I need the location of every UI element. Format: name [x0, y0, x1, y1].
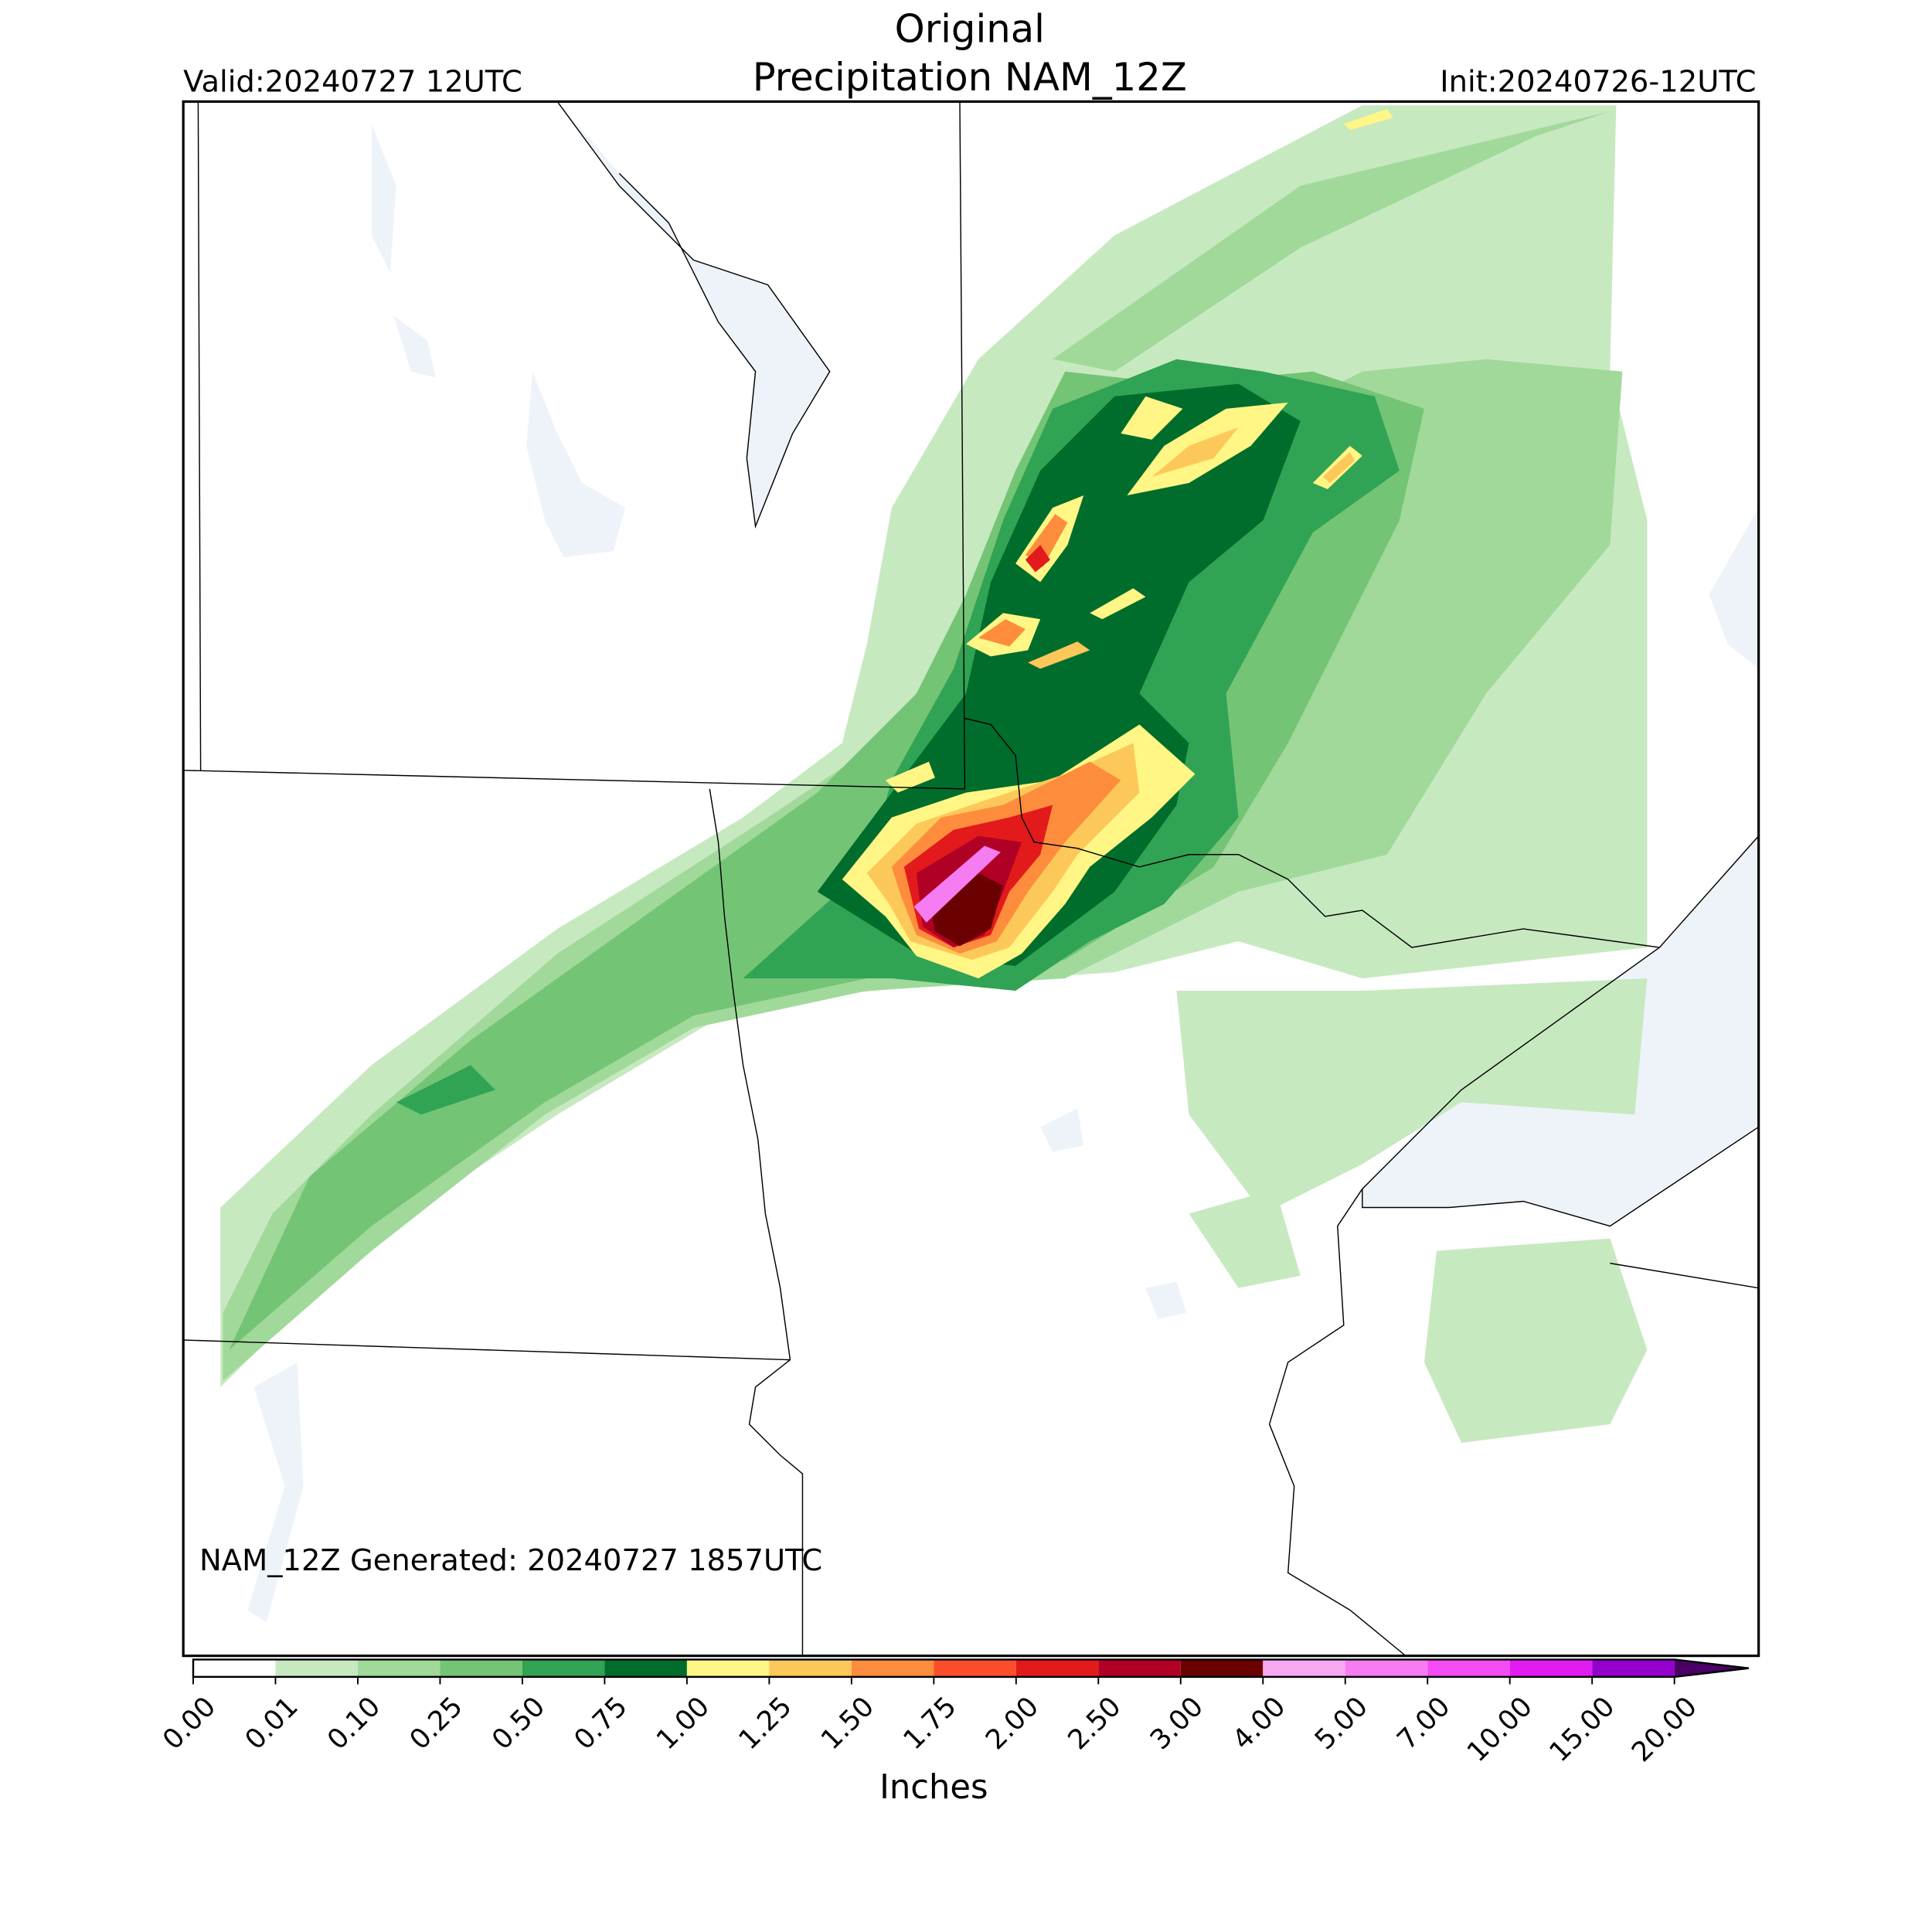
colorbar-segment	[275, 1659, 358, 1677]
colorbar-segment	[440, 1659, 522, 1677]
colorbar: 0.00 0.01 0.10 0.25 0.50 0.75 1.00 1.25 1.50 1.75…	[157, 1658, 1749, 1768]
colorbar-segment	[1345, 1659, 1428, 1677]
colorbar-segment	[686, 1659, 770, 1677]
colorbar-segment	[1427, 1659, 1510, 1677]
border	[1610, 1262, 1759, 1289]
colorbar-segment	[1180, 1659, 1264, 1677]
colorbar-tick-label: 5.00	[1309, 1691, 1374, 1756]
colorbar-tick-label: 7.00	[1391, 1691, 1456, 1756]
precip-area	[913, 845, 1001, 923]
lake-winnipeg	[557, 101, 830, 527]
colorbar-segment	[357, 1659, 440, 1677]
colorbar-segment	[851, 1659, 934, 1677]
borders	[183, 100, 1760, 1657]
river	[247, 1362, 304, 1623]
precip-area	[396, 1065, 496, 1115]
precip-cell	[1025, 545, 1050, 573]
precipitation	[220, 105, 1648, 1443]
map: NAM_12Z Generated: 20240727 1857UTC	[182, 100, 1760, 1658]
border	[183, 101, 966, 790]
colorbar-tick-label: 0.00	[157, 1691, 222, 1756]
subtitle: Precipitation NAM_12Z	[753, 55, 1187, 100]
precip-cell	[1028, 641, 1090, 669]
colorbar-tick-label: 3.00	[1145, 1691, 1209, 1756]
border	[709, 788, 804, 1656]
precip-cell	[885, 761, 935, 793]
colorbar-label: Inches	[879, 1768, 988, 1807]
colorbar-tick-label: 10.00	[1461, 1691, 1539, 1768]
lake	[393, 315, 437, 378]
map-frame	[182, 100, 1760, 1658]
precip-cell	[1343, 109, 1393, 131]
precip-cell	[1151, 427, 1239, 477]
precip-cell	[1090, 588, 1146, 620]
colorbar-segment	[769, 1659, 852, 1677]
colorbar-segment	[1015, 1659, 1099, 1677]
lakeshore	[556, 100, 831, 529]
colorbar-tick-label: 0.75	[568, 1691, 633, 1756]
lake-manitoba	[526, 371, 626, 558]
precip-area	[1176, 978, 1648, 1214]
precip-area	[931, 872, 1004, 947]
colorbar-tick-label: 1.50	[815, 1691, 880, 1756]
border	[1268, 1189, 1406, 1657]
precip-area	[1423, 1238, 1648, 1443]
precip-cell	[978, 619, 1026, 647]
generated-note: NAM_12Z Generated: 20240727 1857UTC	[199, 1543, 822, 1578]
init-time: Init:20240726-12UTC	[1440, 65, 1756, 100]
border	[1362, 947, 1760, 1227]
colorbar-segment	[1509, 1659, 1593, 1677]
colorbar-segment	[193, 1659, 276, 1677]
precip-cell	[1322, 451, 1355, 483]
lake	[1145, 1281, 1187, 1319]
border	[183, 1339, 791, 1361]
precip-area	[1053, 111, 1611, 372]
colorbar-tick-label: 0.50	[486, 1691, 551, 1756]
colorbar-segment	[604, 1659, 687, 1677]
colorbar-outline	[192, 1658, 1749, 1679]
colorbar-tick-label: 20.00	[1626, 1691, 1703, 1768]
colorbar-segment	[522, 1659, 605, 1677]
colorbar-tick-label: 4.00	[1226, 1691, 1291, 1756]
lake	[1040, 1108, 1084, 1152]
colorbar-segment	[934, 1659, 1016, 1677]
colorbar-segment	[1592, 1659, 1675, 1677]
colorbar-tick-label: 0.01	[239, 1691, 304, 1756]
border	[197, 101, 202, 770]
colorbar-segment	[1098, 1659, 1181, 1677]
colorbar-tick-label: 1.00	[651, 1691, 716, 1756]
colorbar-tick-label: 2.00	[980, 1691, 1045, 1756]
title: Original	[895, 6, 1045, 51]
colorbar-tick-label: 15.00	[1543, 1691, 1621, 1768]
colorbar-tick-label: 1.25	[733, 1691, 798, 1756]
colorbar-extension	[1674, 1659, 1749, 1677]
colorbar-tick-label: 2.50	[1062, 1691, 1127, 1756]
valid-time: Valid:20240727 12UTC	[183, 65, 522, 100]
lake	[371, 124, 396, 273]
precip-area	[1189, 1189, 1301, 1288]
colorbar-segment	[1263, 1659, 1345, 1677]
colorbar-tick-label: 1.75	[897, 1691, 962, 1756]
colorbar-tick-label: 0.25	[403, 1691, 468, 1756]
colorbar-tick-label: 0.10	[321, 1691, 386, 1756]
lake	[1709, 508, 1759, 669]
precip-cell	[1121, 396, 1183, 440]
border	[964, 717, 1760, 948]
